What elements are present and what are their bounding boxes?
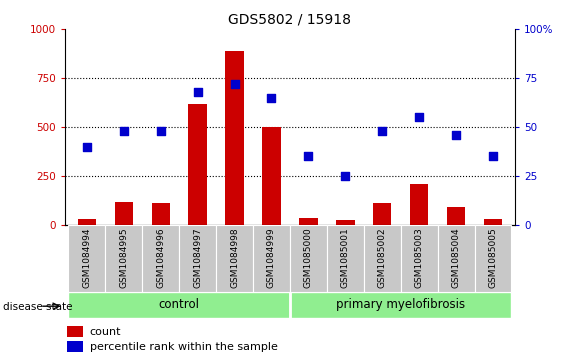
Bar <box>105 225 142 292</box>
Point <box>304 154 313 159</box>
Bar <box>67 341 83 352</box>
Text: count: count <box>90 327 121 337</box>
Point <box>230 81 239 87</box>
Bar <box>78 219 96 225</box>
Bar <box>253 225 290 292</box>
Bar <box>327 225 364 292</box>
Bar <box>437 225 475 292</box>
Bar <box>225 50 244 225</box>
Text: GSM1084997: GSM1084997 <box>193 228 202 288</box>
Text: GSM1085003: GSM1085003 <box>415 228 424 289</box>
Bar <box>189 103 207 225</box>
Point <box>119 128 128 134</box>
Point <box>489 154 498 159</box>
Bar <box>364 225 401 292</box>
Point <box>415 114 424 120</box>
Bar <box>290 292 511 318</box>
Bar <box>115 201 133 225</box>
Text: GSM1085002: GSM1085002 <box>378 228 387 288</box>
Bar <box>69 225 105 292</box>
Bar <box>67 326 83 338</box>
Point <box>156 128 165 134</box>
Bar <box>401 225 437 292</box>
Bar <box>410 184 428 225</box>
Text: control: control <box>159 298 200 311</box>
Bar <box>336 220 355 225</box>
Text: percentile rank within the sample: percentile rank within the sample <box>90 342 278 352</box>
Bar <box>151 204 170 225</box>
Point <box>193 89 202 95</box>
Bar <box>179 225 216 292</box>
Point <box>267 95 276 101</box>
Bar <box>142 225 179 292</box>
Title: GDS5802 / 15918: GDS5802 / 15918 <box>229 12 351 26</box>
Text: GSM1084995: GSM1084995 <box>119 228 128 288</box>
Bar <box>290 225 327 292</box>
Point <box>341 173 350 179</box>
Text: GSM1084996: GSM1084996 <box>156 228 165 288</box>
Text: primary myelofibrosis: primary myelofibrosis <box>336 298 465 311</box>
Bar <box>216 225 253 292</box>
Text: GSM1085001: GSM1085001 <box>341 228 350 289</box>
Bar <box>484 219 502 225</box>
Text: GSM1084998: GSM1084998 <box>230 228 239 288</box>
Point <box>378 128 387 134</box>
Text: GSM1085005: GSM1085005 <box>489 228 498 289</box>
Text: disease state: disease state <box>3 302 72 312</box>
Text: GSM1084994: GSM1084994 <box>82 228 91 288</box>
Point <box>82 144 91 150</box>
Point <box>452 132 461 138</box>
Bar <box>447 207 465 225</box>
Text: GSM1084999: GSM1084999 <box>267 228 276 288</box>
Text: GSM1085000: GSM1085000 <box>304 228 313 289</box>
Bar <box>373 204 391 225</box>
Bar <box>69 292 290 318</box>
Bar <box>262 127 281 225</box>
Bar <box>475 225 511 292</box>
Bar <box>299 218 318 225</box>
Text: GSM1085004: GSM1085004 <box>452 228 461 288</box>
